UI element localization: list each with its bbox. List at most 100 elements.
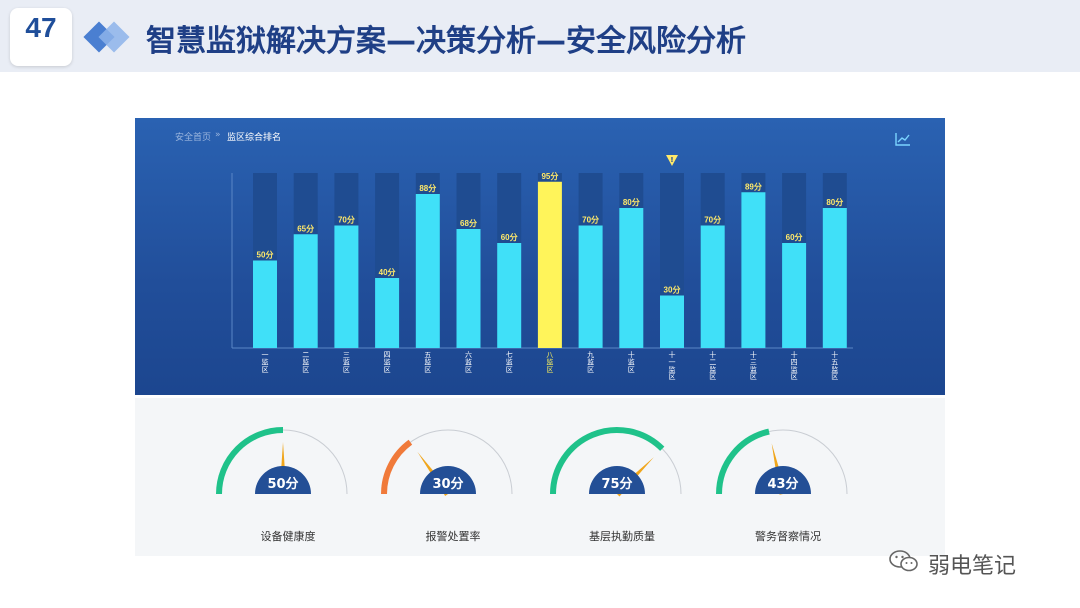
- x-tick-label: 监: [831, 365, 838, 374]
- x-tick-label: 十: [750, 350, 757, 359]
- gauge-value: 30分: [432, 476, 463, 492]
- x-tick-label: 监: [791, 365, 798, 374]
- x-tick-label: 监: [506, 357, 513, 366]
- data-label: 65分: [297, 223, 314, 233]
- bar[interactable]: [700, 225, 725, 349]
- gauge-progress: [381, 439, 413, 495]
- gauge-name: 警务督察情况: [755, 530, 821, 543]
- data-label: 80分: [623, 197, 640, 207]
- wechat-icon: [889, 550, 918, 572]
- data-label: 89分: [745, 181, 762, 191]
- data-label: 70分: [338, 215, 355, 225]
- warning-icon: [666, 155, 678, 166]
- x-tick-label: 二: [302, 351, 309, 359]
- x-tick-label: 区: [709, 373, 716, 381]
- x-tick-label: 区: [587, 366, 594, 374]
- x-tick-label: 十: [709, 350, 716, 359]
- bar[interactable]: [334, 225, 359, 349]
- x-tick-label: 区: [669, 373, 676, 381]
- slide-number-badge: [10, 8, 72, 66]
- breadcrumb-separator: »: [215, 130, 221, 140]
- x-tick-label: 区: [384, 366, 391, 374]
- bar[interactable]: [497, 243, 522, 348]
- x-tick-label: 五: [424, 351, 431, 359]
- data-label: 60分: [501, 232, 518, 242]
- x-tick-label: 监: [384, 357, 391, 366]
- x-tick-label: 区: [831, 373, 838, 381]
- data-label: 80分: [826, 197, 843, 207]
- gauge-police-inspection: 43分 警务督察情况: [713, 424, 863, 544]
- gauge-equipment-health: 50分 设备健康度: [213, 424, 363, 544]
- x-tick-label: 四: [791, 358, 798, 366]
- data-label: 95分: [541, 171, 558, 181]
- x-tick-label: 监: [587, 357, 594, 366]
- bar[interactable]: [293, 234, 318, 348]
- x-tick-label: 十: [831, 350, 838, 359]
- bar[interactable]: [741, 192, 766, 348]
- x-tick-label: 六: [465, 350, 472, 359]
- bar[interactable]: [375, 278, 400, 348]
- bar[interactable]: [456, 229, 481, 348]
- bar[interactable]: [253, 260, 277, 349]
- x-tick-label: 监: [262, 357, 269, 366]
- bar[interactable]: [537, 181, 562, 348]
- x-tick-label: 二: [709, 358, 716, 366]
- data-label: 40分: [379, 267, 396, 277]
- gauge-dial: 43分: [716, 428, 848, 495]
- warning-mark: !: [670, 156, 673, 164]
- bar[interactable]: [822, 208, 847, 348]
- x-tick-label: 区: [343, 366, 350, 374]
- slide-number: 47: [25, 12, 57, 43]
- gauge-progress: [716, 428, 770, 495]
- x-tick-label: 区: [424, 366, 431, 374]
- x-tick-label: 九: [587, 350, 594, 359]
- x-tick-label: 监: [709, 365, 716, 374]
- gauge-value-badge: [589, 466, 645, 494]
- watermark-text: 弱电笔记: [928, 554, 1017, 579]
- data-label: 70分: [704, 215, 721, 225]
- gauge-name: 设备健康度: [260, 530, 316, 543]
- gauge-progress: [550, 427, 665, 495]
- x-tick-label: 区: [791, 373, 798, 381]
- bar[interactable]: [660, 295, 684, 349]
- x-tick-label: 监: [546, 357, 553, 366]
- x-tick-label: 监: [750, 365, 757, 374]
- x-tick-label: 五: [831, 358, 838, 366]
- gauge-value-badge: [420, 466, 476, 494]
- watermark: 弱电笔记: [888, 545, 1058, 581]
- x-tick-label: 三: [343, 351, 350, 359]
- x-tick-label: 监: [343, 357, 350, 366]
- line-chart-icon[interactable]: [895, 132, 911, 146]
- x-tick-label: 十: [791, 350, 798, 359]
- x-tick-label: 区: [506, 366, 513, 374]
- x-tick-label: 四: [384, 351, 391, 359]
- x-tick-label: 区: [262, 366, 269, 374]
- data-label: 68分: [460, 218, 477, 228]
- x-tick-label: 七: [506, 350, 513, 359]
- gauge-value-badge: [755, 466, 811, 494]
- x-tick-label: 区: [750, 373, 757, 381]
- bar[interactable]: [782, 243, 807, 348]
- gauge-value: 75分: [601, 476, 632, 492]
- header-bar: [0, 0, 1080, 72]
- bar-chart: 50分一监区65分二监区70分三监区40分四监区88分五监区68分六监区60分七…: [231, 155, 853, 381]
- x-tick-label: 八: [546, 351, 553, 359]
- gauge-dial: 50分: [216, 427, 348, 495]
- gauge-panel: 50分 设备健康度 30分 报警处置率 75分 基层执勤质量 43分 警务督察情…: [135, 398, 945, 556]
- x-tick-label: 监: [424, 357, 431, 366]
- x-tick-label: 区: [628, 366, 635, 374]
- gauge-value: 43分: [767, 476, 798, 492]
- bar[interactable]: [578, 225, 603, 349]
- x-tick-label: 监: [302, 357, 309, 366]
- slide-title: 智慧监狱解决方案—决策分析—安全风险分析: [146, 24, 746, 59]
- breadcrumb-home[interactable]: 安全首页: [175, 133, 212, 143]
- gauge-name: 基层执勤质量: [589, 530, 655, 543]
- gauge-duty-quality: 75分 基层执勤质量: [547, 424, 697, 544]
- bar[interactable]: [619, 208, 644, 348]
- gauge-name: 报警处置率: [425, 530, 481, 543]
- x-tick-label: 区: [465, 366, 472, 374]
- gauge-dial: 30分: [381, 429, 513, 497]
- bar[interactable]: [415, 194, 440, 348]
- data-label: 60分: [786, 232, 803, 242]
- x-tick-label: 区: [546, 366, 553, 374]
